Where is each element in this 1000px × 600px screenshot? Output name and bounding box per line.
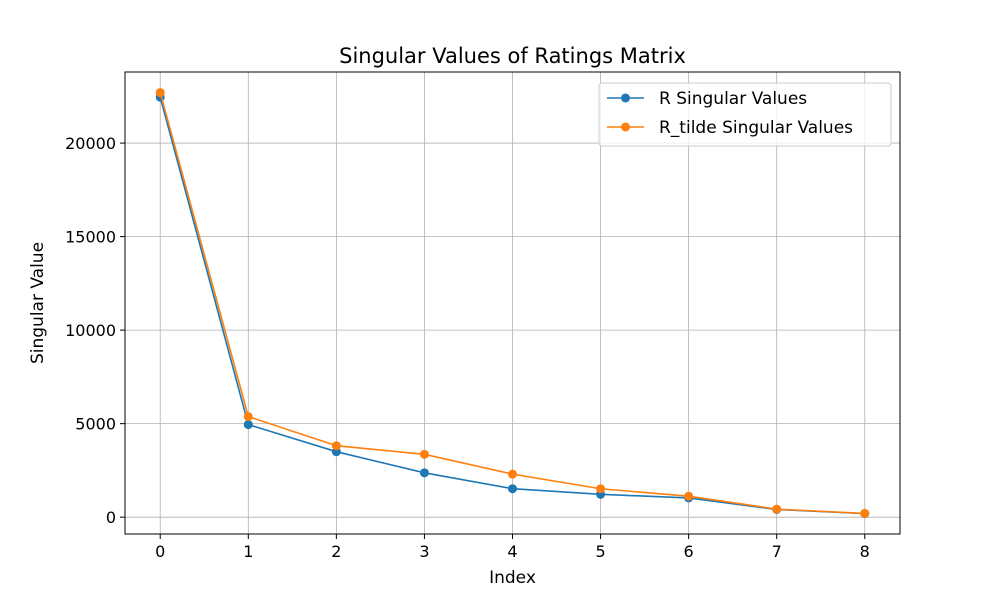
data-point-series-1 [508,484,517,494]
legend-box [598,82,892,147]
y-tick-label: 15000 [65,228,116,247]
data-point-series-2 [243,412,253,422]
data-point-series-2 [331,441,341,451]
y-tick-label: 5000 [75,415,116,434]
data-point-series-2 [772,504,782,514]
x-tick-label: 6 [684,542,694,561]
data-point-series-2 [155,88,165,98]
y-tick-label: 0 [106,508,116,527]
data-point-series-2 [508,469,517,479]
legend-swatch-marker [621,93,630,103]
data-point-series-1 [243,420,253,430]
x-tick-label: 7 [772,542,782,561]
x-tick-label: 4 [507,542,517,561]
axes: 0 1 2 3 4 5 6 7 8 0 5000 10000 15000 20000 [65,134,870,561]
x-axis-title: Index [489,568,536,588]
chart-title: Singular Values of Ratings Matrix [339,44,686,68]
y-tick-label: 10000 [65,321,116,340]
legend-swatch-marker [621,122,630,132]
data-point-series-2 [419,449,429,459]
x-tick-label: 1 [243,542,253,561]
x-tick-label: 3 [419,542,429,561]
y-axis-title: Singular Value [28,242,48,364]
legend-label: R Singular Values [659,89,807,109]
y-tick-label: 20000 [65,134,116,153]
x-tick-label: 5 [595,542,605,561]
data-point-series-2 [596,484,606,494]
data-point-series-2 [684,491,694,501]
legend: R Singular Values R_tilde Singular Values [598,82,892,147]
legend-label: R_tilde Singular Values [659,118,853,138]
x-tick-label: 2 [331,542,341,561]
series-layer [155,88,870,519]
x-tick-label: 0 [155,542,165,561]
x-tick-label: 8 [860,542,870,561]
grid [125,72,900,534]
plot-frame [124,71,901,535]
data-point-series-1 [419,468,429,478]
data-point-series-2 [860,508,870,518]
